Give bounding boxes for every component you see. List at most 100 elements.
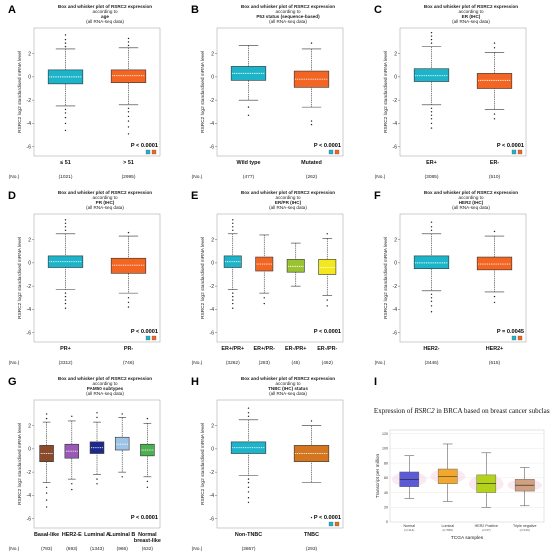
y-tick-label: 0 <box>211 75 214 81</box>
legend-swatch <box>517 335 523 341</box>
legend-swatch <box>334 149 340 155</box>
y-tick-label: -4 <box>210 307 215 313</box>
plot-area <box>216 399 344 529</box>
outlier-point <box>232 226 234 228</box>
box-3 <box>468 452 504 508</box>
outlier-point <box>127 41 130 43</box>
outlier-point <box>232 307 234 309</box>
outlier-point <box>430 38 433 41</box>
chart-title-line2: according to <box>92 9 117 14</box>
panel-letter: G <box>8 376 17 388</box>
category-label: Basal-like <box>34 532 59 538</box>
outlier-point <box>127 133 130 135</box>
chart-title-note: (all RNA-seq data) <box>86 19 124 24</box>
outlier-point <box>263 297 265 299</box>
chart-title-line2: according to <box>275 381 300 386</box>
y-tick-label: 0 <box>211 447 214 453</box>
outlier-point <box>127 231 130 234</box>
box-2 <box>64 415 80 491</box>
outlier-point <box>64 34 67 36</box>
y-tick-label: -2 <box>27 98 32 104</box>
category-label: ER+ <box>426 160 437 166</box>
category-count: (n=37) <box>482 528 491 532</box>
count-label: (3312) <box>59 360 73 366</box>
chart-title-variable: age <box>101 14 109 19</box>
outlier-point <box>493 301 496 304</box>
chart-title-note: (all RNA-seq data) <box>452 19 490 24</box>
p-value: P < 0.0001 <box>314 329 341 335</box>
boxplot-svg: B Box and whisker plot of RSRC2 expressio… <box>191 4 344 180</box>
outlier-point <box>493 118 496 120</box>
category-label: > 51 <box>123 160 134 166</box>
y-tick-label: -4 <box>210 493 215 499</box>
outlier-point <box>430 114 433 116</box>
category-label: ER+/PR- <box>254 346 276 352</box>
y-tick-label: 2 <box>394 237 397 243</box>
legend-swatch <box>145 149 151 155</box>
outlier-point <box>64 226 67 228</box>
chart-title-note: (all RNA-seq data) <box>452 205 490 210</box>
count-label: (462) <box>322 360 334 366</box>
y-axis-label: RSRC2 log2 standardised mRNA level <box>200 237 206 319</box>
y-tick-label: 0 <box>394 261 397 267</box>
y-tick-label: 120 <box>382 432 388 436</box>
y-tick-label: 0 <box>28 447 31 453</box>
outlier-point <box>263 302 265 305</box>
box-2 <box>293 42 330 126</box>
box-1 <box>39 413 54 508</box>
box-2 <box>476 42 513 120</box>
y-tick-label: 2 <box>211 51 214 57</box>
outlier-point <box>64 219 67 221</box>
outlier-point <box>64 292 67 294</box>
chart-title-suffix: in BRCA based on breast cancer subclasse… <box>435 407 550 415</box>
y-tick-label: 2 <box>211 237 214 243</box>
chart-title: Box and whisker plot of RSRC2 expression <box>58 376 152 381</box>
box-4 <box>114 413 130 478</box>
count-label: (283) <box>259 360 271 366</box>
category-label: ≤ 51 <box>60 160 70 166</box>
plot-area <box>33 213 161 343</box>
outlier-point <box>64 116 67 119</box>
y-tick-label: -2 <box>210 98 215 104</box>
category-count: (n=114) <box>404 528 414 532</box>
count-label: (966) <box>117 546 129 552</box>
y-tick-label: 0 <box>211 261 214 267</box>
count-label: (262) <box>306 174 318 180</box>
chart-title-variable: PAM50 subtypes <box>87 386 124 391</box>
y-axis-label: RSRC2 log2 standardised mRNA level <box>17 237 23 319</box>
outlier-point <box>45 499 48 501</box>
outlier-point <box>232 299 234 301</box>
box-body <box>318 259 337 275</box>
y-tick-label: 80 <box>384 461 388 465</box>
boxplot-svg: F Box and whisker plot of RSRC2 expressio… <box>374 190 527 366</box>
plot-area <box>399 213 527 343</box>
panel-letter: I <box>374 376 377 388</box>
box-body <box>114 436 130 451</box>
count-label: (1343) <box>90 546 104 552</box>
outlier-point <box>247 106 250 108</box>
y-tick-label: -2 <box>27 470 32 476</box>
outlier-point <box>430 42 433 44</box>
panel-d: D Box and whisker plot of RSRC2 expressio… <box>0 186 183 372</box>
outlier-point <box>430 122 433 125</box>
panel-letter: F <box>374 190 381 202</box>
outlier-point <box>232 302 234 305</box>
plot-area <box>216 213 344 343</box>
outlier-point <box>247 415 250 417</box>
boxplot-svg: A Box and whisker plot of RSRC2 expressio… <box>8 4 161 180</box>
count-label: (746) <box>123 360 135 366</box>
outlier-point <box>64 38 67 41</box>
y-axis-label: RSRC2 log2 standardised mRNA level <box>383 237 389 319</box>
category-label: Luminal <box>441 524 454 528</box>
panel-f: F Box and whisker plot of RSRC2 expressio… <box>366 186 549 372</box>
outlier-point <box>64 129 67 132</box>
outlier-point <box>64 299 67 301</box>
box-1 <box>413 221 450 313</box>
panel-h: H Box and whisker plot of RSRC2 expressio… <box>183 372 366 558</box>
y-tick-label: 2 <box>28 237 31 243</box>
panel-letter: D <box>8 190 16 202</box>
outlier-point <box>247 491 250 493</box>
chart-title-line2: according to <box>275 9 300 14</box>
chart-title-line2: according to <box>92 381 117 386</box>
outlier-point <box>64 222 67 225</box>
